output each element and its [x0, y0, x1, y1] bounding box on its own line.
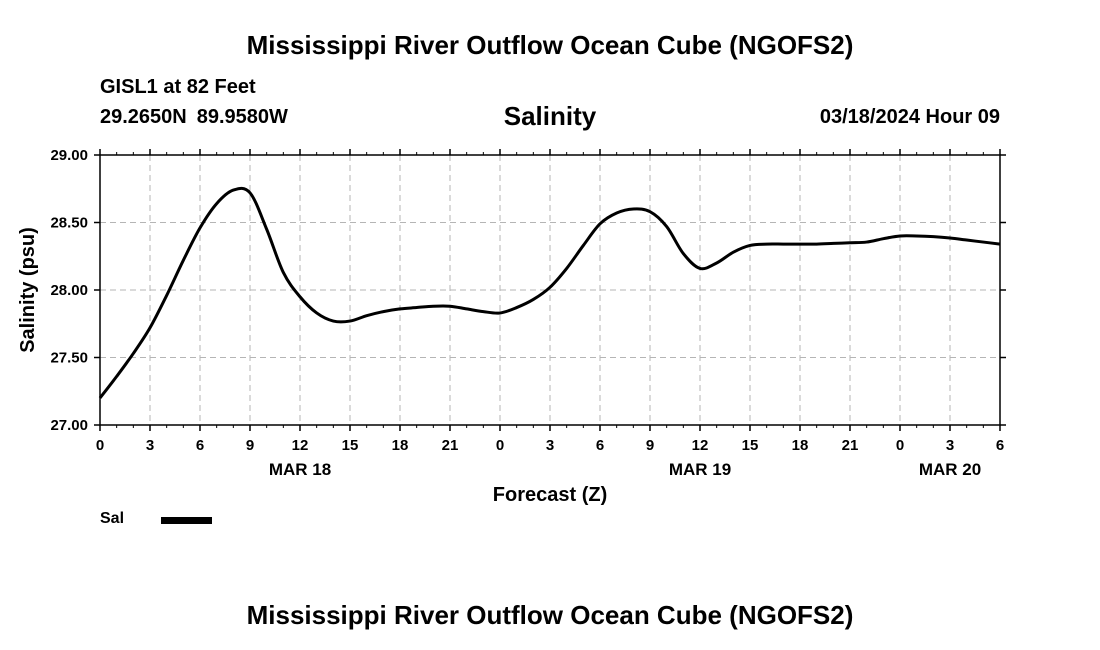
- longitude-label: 89.9580W: [196, 106, 288, 128]
- x-tick-label: 21: [442, 437, 459, 454]
- legend-swatch: [161, 517, 212, 524]
- x-tick-label: 18: [392, 437, 409, 454]
- series-line-sal: [98, 186, 1001, 399]
- x-axis-title: Forecast (Z): [493, 484, 607, 506]
- legend-label: Sal: [100, 510, 125, 527]
- x-tick-label: 9: [246, 437, 254, 454]
- y-tick-label: 27.00: [50, 417, 88, 434]
- y-tick-label: 27.50: [50, 350, 88, 367]
- x-tick-label: 6: [196, 437, 204, 454]
- date-label: MAR 18: [269, 460, 331, 479]
- chart-title: Salinity: [503, 101, 597, 131]
- date-label: MAR 19: [669, 460, 731, 479]
- x-tick-label: 0: [896, 437, 904, 454]
- y-tick-label: 28.50: [50, 215, 88, 232]
- y-tick-label: 29.00: [50, 147, 88, 164]
- x-tick-label: 0: [96, 437, 104, 454]
- x-tick-label: 9: [646, 437, 654, 454]
- footer-title: Mississippi River Outflow Ocean Cube (NG…: [246, 600, 854, 630]
- x-tick-label: 3: [146, 437, 154, 454]
- x-tick-label: 15: [742, 437, 759, 454]
- x-tick-label: 6: [996, 437, 1004, 454]
- date-label: MAR 20: [919, 460, 981, 479]
- station-coordinates: 29.2650N 89.9580W: [100, 106, 298, 129]
- y-axis-title: Salinity (psu): [17, 227, 39, 353]
- x-tick-label: 18: [792, 437, 809, 454]
- latitude-label: 29.2650N: [100, 106, 187, 128]
- x-tick-label: 15: [342, 437, 359, 454]
- x-tick-label: 21: [842, 437, 859, 454]
- x-tick-label: 12: [292, 437, 309, 454]
- plot-frame: [99, 154, 1001, 426]
- x-tick-label: 3: [946, 437, 954, 454]
- x-tick-label: 12: [692, 437, 709, 454]
- forecast-datetime: 03/18/2024 Hour 09: [819, 106, 1000, 128]
- y-tick-label: 28.00: [50, 282, 88, 299]
- x-tick-label: 0: [496, 437, 504, 454]
- station-label: GISL1 at 82 Feet: [100, 76, 256, 98]
- main-title: Mississippi River Outflow Ocean Cube (NG…: [246, 30, 854, 60]
- x-tick-label: 6: [596, 437, 604, 454]
- x-tick-label: 3: [546, 437, 554, 454]
